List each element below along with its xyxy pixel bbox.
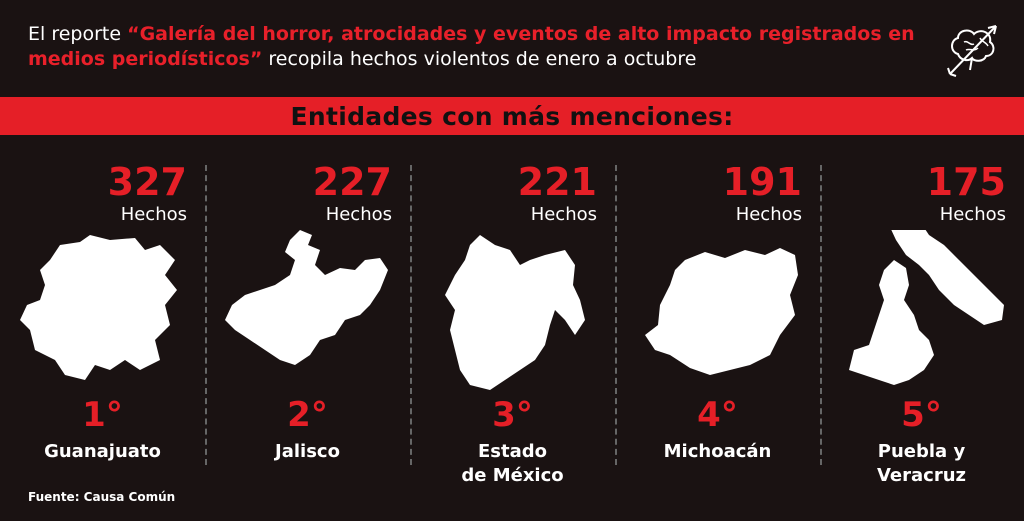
- rank: 5°: [901, 395, 942, 435]
- rank: 1°: [82, 395, 123, 435]
- count-unit: Hechos: [735, 204, 802, 225]
- headline-quote: “Galería del horror, atrocidades y event…: [28, 23, 915, 70]
- state-card-puebla-veracruz: 175 Hechos 5° Puebla y Veracruz: [819, 150, 1024, 495]
- count-unit: Hechos: [325, 204, 392, 225]
- divider: [820, 165, 822, 465]
- count: 221: [517, 160, 597, 204]
- brain-arrow-icon: [947, 25, 997, 77]
- count: 175: [926, 160, 1006, 204]
- jalisco-map-icon: [225, 230, 388, 365]
- divider: [410, 165, 412, 465]
- puebla-veracruz-map-icon: [849, 230, 1004, 385]
- state-name: Guanajuato: [44, 441, 161, 462]
- count-unit: Hechos: [120, 204, 187, 225]
- state-card-michoacan: 191 Hechos 4° Michoacán: [615, 150, 820, 495]
- estado-de-mexico-map-icon: [445, 235, 585, 390]
- headline: El reporte “Galería del horror, atrocida…: [28, 22, 928, 72]
- divider: [205, 165, 207, 465]
- michoacan-map-icon: [645, 248, 798, 375]
- divider: [615, 165, 617, 465]
- state-name: Michoacán: [663, 441, 772, 462]
- count: 191: [722, 160, 802, 204]
- count: 227: [312, 160, 392, 204]
- state-name: Estado de México: [461, 441, 564, 486]
- source-footer: Fuente: Causa Común: [28, 490, 176, 504]
- headline-tail: recopila hechos violentos de enero a oct…: [262, 48, 697, 70]
- rank: 3°: [492, 395, 533, 435]
- state-card-estado-de-mexico: 221 Hechos 3° Estado de México: [410, 150, 615, 495]
- rank: 2°: [287, 395, 328, 435]
- state-name: Jalisco: [275, 441, 340, 462]
- state-card-guanajuato: 327 Hechos 1° Guanajuato: [0, 150, 205, 495]
- count-unit: Hechos: [939, 204, 1006, 225]
- banner: Entidades con más menciones:: [0, 97, 1024, 135]
- rank: 4°: [697, 395, 738, 435]
- count: 327: [107, 160, 187, 204]
- count-unit: Hechos: [530, 204, 597, 225]
- banner-title: Entidades con más menciones:: [290, 101, 734, 131]
- state-card-jalisco: 227 Hechos 2° Jalisco: [205, 150, 410, 495]
- headline-lead: El reporte: [28, 23, 128, 45]
- guanajuato-map-icon: [20, 235, 177, 380]
- state-name: Puebla y Veracruz: [876, 441, 966, 486]
